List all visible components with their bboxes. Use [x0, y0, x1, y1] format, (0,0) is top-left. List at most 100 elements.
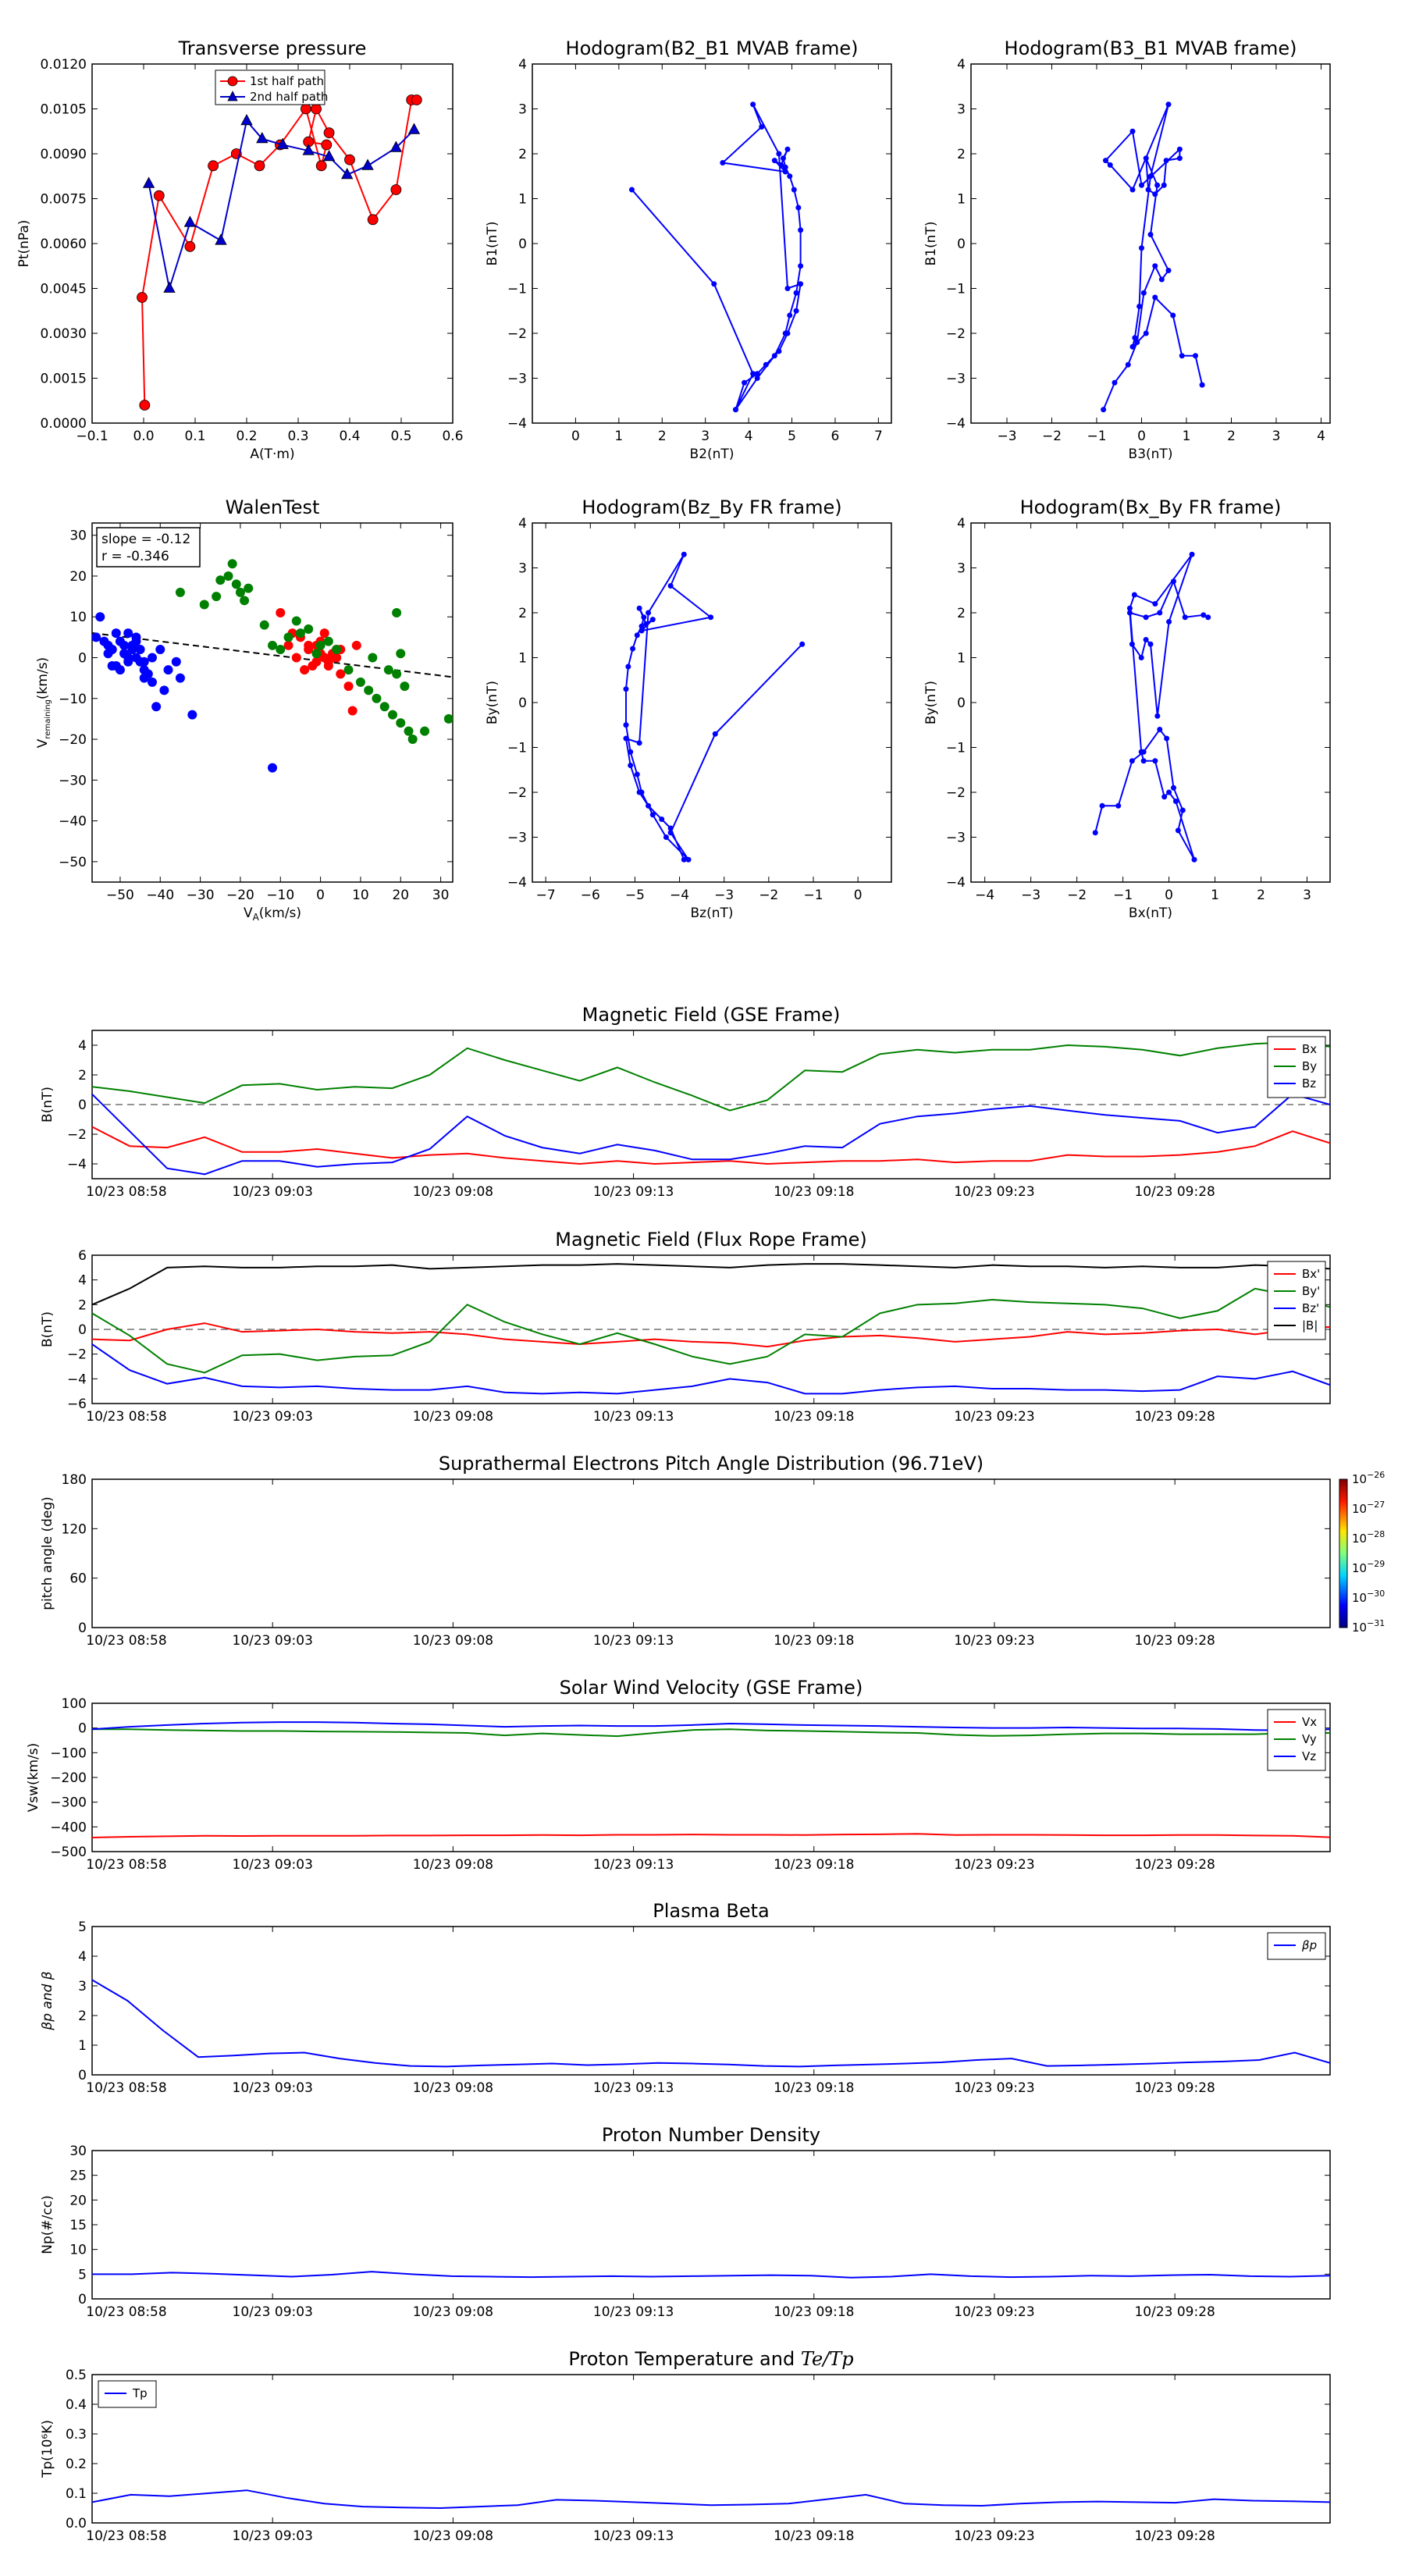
y-axis-label: pitch angle (deg) [40, 1496, 55, 1610]
data-point [1143, 155, 1149, 162]
chart-vsw: Solar Wind Velocity (GSE Frame) 10/23 08:… [26, 1677, 1331, 1873]
data-point [681, 856, 687, 863]
data-point [623, 735, 629, 742]
plot-area [92, 1263, 1330, 1395]
x-axis-label: VA(km/s) [244, 906, 301, 923]
data-point [759, 124, 765, 130]
y-tick-label: 0.0075 [41, 192, 87, 208]
y-tick-label: 2 [957, 147, 966, 162]
data-point [227, 559, 237, 569]
y-tick-label: −30 [59, 773, 87, 788]
data-point [742, 379, 748, 386]
data-point [1152, 758, 1158, 764]
data-point [685, 856, 692, 863]
colorbar-tick-label: 10−27 [1352, 1500, 1385, 1516]
data-point [336, 669, 346, 679]
x-tick-label: 10/23 09:03 [233, 1409, 313, 1425]
y-tick-label: 0 [78, 1098, 87, 1113]
data-point [300, 665, 310, 675]
y-tick-label: 2 [78, 1297, 87, 1313]
data-point [364, 685, 374, 696]
data-point [787, 312, 793, 318]
data-point [199, 600, 209, 610]
legend-label: βp [1301, 1938, 1317, 1952]
plot-area [92, 559, 453, 773]
y-tick-label: 2 [78, 2008, 87, 2024]
data-point [215, 233, 227, 245]
data-point [259, 620, 269, 630]
data-point [347, 706, 357, 716]
data-point [148, 677, 157, 687]
x-tick-label: 1 [614, 429, 623, 444]
x-tick-label: 10/23 09:13 [593, 1857, 674, 1873]
data-point [1179, 807, 1186, 813]
x-tick-label: 10/23 09:18 [774, 1633, 854, 1649]
data-point [268, 640, 277, 650]
x-axis-label: B2(nT) [690, 447, 735, 462]
data-point [276, 608, 286, 617]
data-point [793, 308, 799, 314]
data-point [634, 771, 640, 777]
data-point [1152, 601, 1158, 607]
legend-label: Vx [1302, 1715, 1317, 1729]
y-tick-label: −2 [507, 785, 527, 801]
y-tick-label: 0 [518, 237, 527, 252]
y-tick-label: 1 [518, 192, 527, 208]
x-tick-label: 3 [701, 429, 710, 444]
y-tick-label: −1 [946, 282, 966, 297]
data-point [1112, 379, 1118, 386]
data-point [1126, 605, 1133, 611]
y-tick-label: −4 [507, 875, 527, 891]
data-point [187, 710, 197, 720]
y-tick-label: 30 [69, 528, 87, 544]
data-point [379, 702, 389, 712]
plot-area [137, 94, 422, 411]
data-point [771, 353, 777, 359]
y-tick-label: 0.0120 [41, 57, 87, 73]
y-tick-label: 3 [78, 1979, 87, 1994]
data-point [754, 375, 760, 381]
data-point [183, 215, 197, 227]
x-tick-label: 10/23 09:23 [954, 2304, 1034, 2320]
y-tick-label: −2 [946, 785, 966, 801]
x-tick-label: 10/23 09:13 [593, 1633, 674, 1649]
data-point [1176, 146, 1183, 152]
y-tick-label: 0.0015 [41, 372, 87, 387]
y-tick-label: 1 [957, 192, 966, 208]
y-tick-label: 0 [518, 696, 527, 711]
data-point [750, 101, 756, 108]
data-point [212, 592, 222, 602]
series-line-Tp [92, 2489, 1330, 2510]
data-point [139, 673, 149, 683]
data-point [343, 665, 354, 675]
chart-bfr: Magnetic Field (Flux Rope Frame) 10/23 08… [40, 1229, 1331, 1425]
y-tick-label: −1 [507, 282, 527, 297]
colorbar [1339, 1478, 1348, 1628]
data-point [1145, 187, 1151, 193]
series-line [624, 553, 803, 860]
data-point [1099, 802, 1105, 809]
data-point [636, 740, 642, 746]
data-point [1147, 641, 1154, 647]
x-tick-label: −3 [714, 888, 734, 903]
x-tick-label: −0.1 [76, 429, 108, 444]
data-point [1131, 592, 1137, 598]
series-0 [628, 101, 804, 413]
x-tick-label: 10/23 09:08 [413, 2528, 493, 2544]
x-tick-label: 10/23 09:03 [233, 2528, 313, 2544]
data-point [1140, 758, 1147, 764]
data-point [276, 137, 289, 149]
x-tick-label: 10/23 09:18 [774, 2528, 854, 2544]
data-point [798, 227, 804, 233]
data-point [123, 628, 133, 639]
y-tick-label: 0 [78, 1621, 87, 1636]
data-point [92, 632, 101, 642]
data-point [623, 686, 629, 692]
y-tick-label: 0.2 [66, 2457, 87, 2472]
y-tick-label: 0.0060 [41, 237, 87, 252]
data-point [778, 162, 784, 168]
y-tick-label: 20 [69, 2193, 87, 2208]
chart-tpd: Proton Temperature and Te/Tp 10/23 08:58 1… [40, 2348, 1331, 2544]
x-tick-label: 6 [831, 429, 840, 444]
colorbar-tick-label: 10−29 [1352, 1559, 1385, 1575]
